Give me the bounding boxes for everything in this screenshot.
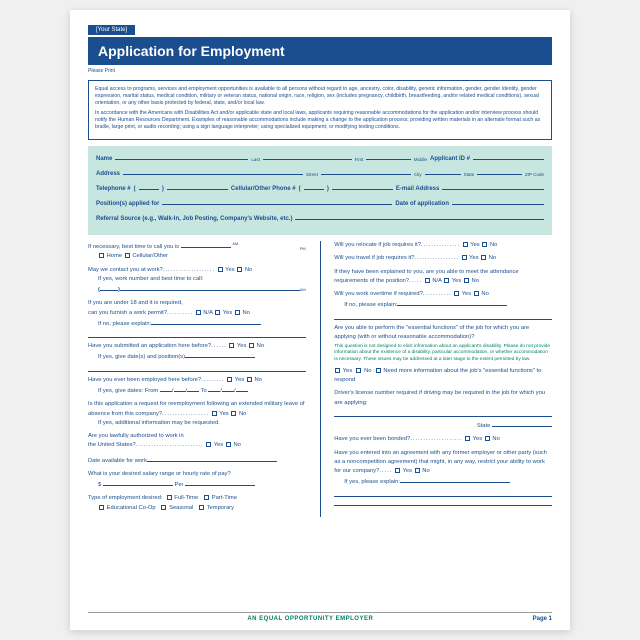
parttime-checkbox[interactable] [204, 495, 209, 500]
noncompete-line3[interactable] [334, 498, 552, 506]
telephone-label: Telephone # [96, 186, 131, 192]
applicant-info: Name Last First Middle Applicant ID # Ad… [88, 146, 552, 235]
form-title: Application for Employment [98, 43, 542, 59]
legal-p2: In accordance with the Americans with Di… [95, 110, 545, 131]
temp-checkbox[interactable] [199, 505, 204, 510]
tel-area-input[interactable] [139, 182, 159, 190]
please-print: Please Print [88, 68, 552, 74]
applied-dates-line2[interactable] [88, 364, 306, 372]
coop-checkbox[interactable] [99, 505, 104, 510]
date-app-input[interactable] [452, 197, 544, 205]
permit-na[interactable] [196, 310, 201, 315]
referral-label: Referral Source (e.g., Walk-In, Job Post… [96, 216, 292, 222]
cellular-label: Cellular/Other Phone # [231, 186, 296, 192]
home-checkbox[interactable] [99, 253, 104, 258]
permit-explain-line2[interactable] [88, 330, 306, 338]
noncompete-no[interactable] [415, 468, 420, 473]
question-columns: If necessary, best time to call you is A… [88, 241, 552, 517]
email-label: E-mail Address [396, 186, 439, 192]
date-avail-input[interactable] [147, 455, 277, 462]
overtime-explain-line2[interactable] [334, 312, 552, 320]
left-column: If necessary, best time to call you is A… [88, 241, 306, 517]
essential-yes[interactable] [335, 368, 340, 373]
address-label: Address [96, 171, 120, 177]
city-input[interactable] [321, 167, 411, 175]
cell-area-input[interactable] [304, 182, 324, 190]
overtime-no[interactable] [474, 291, 479, 296]
auth-yes[interactable] [206, 442, 211, 447]
column-divider [320, 241, 321, 517]
work-num-input[interactable] [120, 284, 300, 291]
travel-no[interactable] [481, 255, 486, 260]
state-input[interactable] [425, 167, 461, 175]
relocate-no[interactable] [482, 242, 487, 247]
per-input[interactable] [185, 479, 255, 486]
applicant-id-input[interactable] [473, 152, 544, 160]
auth-no[interactable] [226, 442, 231, 447]
attend-na[interactable] [425, 278, 430, 283]
from-input[interactable] [160, 385, 172, 392]
employed-no[interactable] [247, 377, 252, 382]
relocate-yes[interactable] [463, 242, 468, 247]
employed-yes[interactable] [227, 377, 232, 382]
date-app-label: Date of application [395, 201, 449, 207]
application-page: [Your State] Application for Employment … [70, 10, 570, 630]
best-time-input[interactable] [181, 241, 231, 248]
seasonal-checkbox[interactable] [161, 505, 166, 510]
work-area-input[interactable] [100, 284, 118, 291]
positions-input[interactable] [162, 197, 392, 205]
bonded-no[interactable] [485, 436, 490, 441]
page-number: Page 1 [533, 616, 552, 622]
zip-input[interactable] [477, 167, 522, 175]
noncompete-yes[interactable] [395, 468, 400, 473]
tel-input[interactable] [167, 182, 228, 190]
cell-input[interactable] [332, 182, 393, 190]
legal-notice: Equal access to programs, services and e… [88, 80, 552, 140]
attend-yes[interactable] [444, 278, 449, 283]
applied-no[interactable] [249, 343, 254, 348]
disability-note: This question is not designed to elicit … [334, 344, 552, 363]
military-yes[interactable] [212, 411, 217, 416]
permit-yes[interactable] [215, 310, 220, 315]
applicant-id-label: Applicant ID # [430, 156, 470, 162]
right-column: Will you relocate if job requires it?...… [334, 241, 552, 517]
license-input[interactable] [334, 409, 552, 417]
applied-yes[interactable] [229, 343, 234, 348]
name-last-input[interactable] [115, 152, 248, 160]
title-bar: Application for Employment [88, 37, 552, 65]
attend-no[interactable] [464, 278, 469, 283]
contact-work-no[interactable] [237, 267, 242, 272]
permit-no[interactable] [235, 310, 240, 315]
name-middle-input[interactable] [366, 152, 410, 160]
state-tab: [Your State] [88, 25, 135, 35]
positions-label: Position(s) applied for [96, 201, 159, 207]
legal-p1: Equal access to programs, services and e… [95, 86, 545, 107]
noncompete-explain-input[interactable] [400, 476, 510, 483]
name-label: Name [96, 156, 112, 162]
street-input[interactable] [123, 167, 303, 175]
license-state-input[interactable] [492, 420, 552, 427]
eeo-statement: AN EQUAL OPPORTUNITY EMPLOYER [88, 616, 533, 622]
bonded-yes[interactable] [465, 436, 470, 441]
cellular-checkbox[interactable] [125, 253, 130, 258]
email-input[interactable] [442, 182, 544, 190]
to-input[interactable] [208, 385, 220, 392]
travel-yes[interactable] [462, 255, 467, 260]
contact-work-yes[interactable] [218, 267, 223, 272]
essential-no[interactable] [356, 368, 361, 373]
page-footer: AN EQUAL OPPORTUNITY EMPLOYER Page 1 [88, 612, 552, 622]
military-no[interactable] [231, 411, 236, 416]
overtime-explain-input[interactable] [397, 299, 507, 306]
referral-input[interactable] [295, 212, 544, 220]
salary-input[interactable] [103, 479, 173, 486]
applied-dates-input[interactable] [185, 351, 255, 358]
fulltime-checkbox[interactable] [167, 495, 172, 500]
permit-explain-input[interactable] [151, 318, 261, 325]
overtime-yes[interactable] [454, 291, 459, 296]
name-first-input[interactable] [263, 152, 352, 160]
essential-more[interactable] [376, 368, 381, 373]
noncompete-line2[interactable] [334, 489, 552, 497]
